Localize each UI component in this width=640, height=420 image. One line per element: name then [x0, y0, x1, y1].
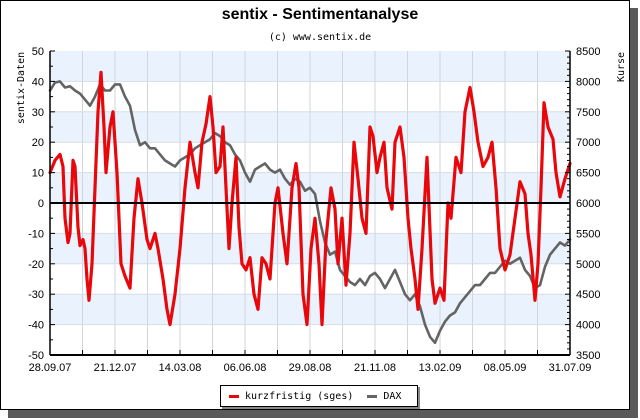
- chart-subtitle: (c) www.sentix.de: [268, 32, 372, 43]
- chart-title: sentix - Sentimentanalyse: [221, 6, 419, 23]
- y-tick-label-left: 50: [32, 46, 44, 58]
- y-tick-label-right: 5000: [576, 259, 600, 271]
- y-tick-label-left: 20: [32, 137, 44, 149]
- x-tick-label: 08.05.09: [484, 362, 527, 374]
- frame-shadow-right: [630, 8, 638, 418]
- y-axis-title-left: sentix-Daten: [16, 52, 27, 124]
- x-tick-label: 21.11.08: [354, 362, 396, 374]
- legend-item-dax: DAX: [367, 391, 401, 402]
- x-tick-label: 06.06.08: [224, 362, 267, 374]
- y-axis-title-right: Kurse: [616, 52, 627, 82]
- legend-item-sentix: kurzfristig (sges): [229, 391, 353, 402]
- legend-label: kurzfristig (sges): [245, 390, 354, 402]
- legend: kurzfristig (sges) DAX: [220, 385, 418, 407]
- legend-swatch-red: [229, 394, 239, 398]
- y-tick-label-left: 10: [32, 168, 44, 180]
- series-line-dax: [48, 80, 572, 345]
- y-tick-label-right: 8500: [576, 46, 600, 58]
- y-tick-label-right: 6500: [576, 168, 600, 180]
- series-line-sentix: [48, 70, 572, 327]
- y-tick-label-right: 4000: [576, 320, 600, 332]
- y-tick-label-left: -40: [28, 320, 44, 332]
- y-tick-label-left: -50: [28, 350, 44, 362]
- x-tick-label: 13.02.09: [419, 362, 462, 374]
- y-tick-label-left: 30: [32, 107, 44, 119]
- y-tick-label-right: 6000: [576, 198, 600, 210]
- y-tick-label-right: 8000: [576, 76, 600, 88]
- y-tick-label-left: 40: [32, 76, 44, 88]
- legend-swatch-gray: [367, 394, 378, 398]
- y-tick-label-left: 0: [38, 198, 44, 210]
- y-tick-label-right: 3500: [576, 350, 600, 362]
- legend-label: DAX: [383, 390, 402, 402]
- frame-shadow-bottom: [8, 410, 638, 418]
- x-tick-label: 28.09.07: [29, 362, 72, 374]
- x-tick-label: 31.07.09: [549, 362, 592, 374]
- x-tick-label: 21.12.07: [94, 362, 137, 374]
- y-tick-label-left: -10: [28, 228, 44, 240]
- y-tick-label-left: -30: [28, 289, 44, 301]
- x-tick-label: 14.03.08: [159, 362, 202, 374]
- y-tick-label-left: -20: [28, 259, 44, 271]
- x-tick-label: 29.08.08: [289, 362, 332, 374]
- y-tick-label-right: 7500: [576, 107, 600, 119]
- y-tick-label-right: 4500: [576, 289, 600, 301]
- y-tick-label-right: 5500: [576, 228, 600, 240]
- y-tick-label-right: 7000: [576, 137, 600, 149]
